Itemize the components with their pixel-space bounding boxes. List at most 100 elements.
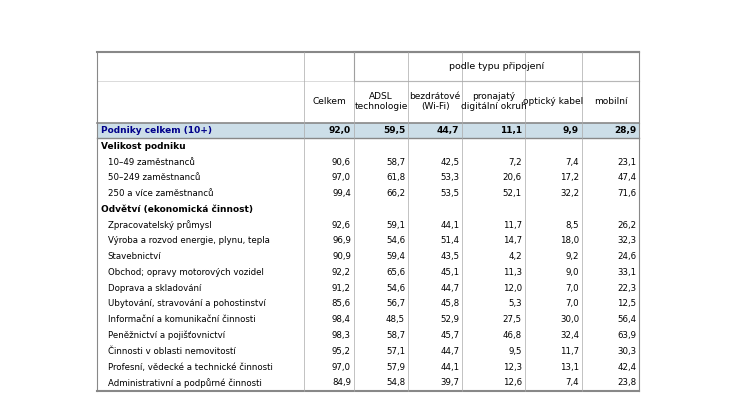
Text: podle typu připojení: podle typu připojení [449, 62, 544, 71]
Text: 92,6: 92,6 [332, 221, 351, 229]
Text: 54,6: 54,6 [386, 284, 405, 293]
Bar [97, 52, 639, 81]
Text: 18,0: 18,0 [560, 236, 579, 245]
Text: 84,9: 84,9 [332, 378, 351, 387]
Text: 13,1: 13,1 [560, 362, 579, 372]
Text: 28,9: 28,9 [614, 126, 636, 135]
Text: Výroba a rozvod energie, plynu, tepla: Výroba a rozvod energie, plynu, tepla [108, 236, 270, 245]
Text: 8,5: 8,5 [566, 221, 579, 229]
Text: 52,1: 52,1 [503, 189, 522, 198]
Text: 92,2: 92,2 [332, 268, 351, 277]
Text: 32,3: 32,3 [617, 236, 636, 245]
Text: 90,6: 90,6 [332, 158, 351, 166]
Text: 48,5: 48,5 [386, 315, 405, 324]
Text: Ubytování, stravování a pohostinství: Ubytování, stravování a pohostinství [108, 299, 265, 308]
Text: mobilní: mobilní [594, 97, 627, 106]
Text: 56,7: 56,7 [386, 299, 405, 308]
Text: 54,8: 54,8 [386, 378, 405, 387]
Text: 9,0: 9,0 [566, 268, 579, 277]
Bar [97, 81, 639, 122]
Bar [97, 201, 639, 217]
Text: 11,1: 11,1 [500, 126, 522, 135]
Text: 57,9: 57,9 [386, 362, 405, 372]
Text: Peněžnictví a pojišťovnictví: Peněžnictví a pojišťovnictví [108, 331, 224, 340]
Bar [97, 52, 639, 122]
Text: 43,5: 43,5 [441, 252, 459, 261]
Text: 46,8: 46,8 [503, 331, 522, 340]
Text: Profesní, vědecké a technické činnosti: Profesní, vědecké a technické činnosti [108, 362, 273, 372]
Bar [97, 186, 639, 201]
Text: 4,2: 4,2 [508, 252, 522, 261]
Text: 22,3: 22,3 [617, 284, 636, 293]
Text: 53,5: 53,5 [441, 189, 459, 198]
Text: 44,7: 44,7 [441, 284, 459, 293]
Text: 23,1: 23,1 [617, 158, 636, 166]
Bar [97, 343, 639, 359]
Text: 7,0: 7,0 [566, 299, 579, 308]
Text: 27,5: 27,5 [503, 315, 522, 324]
Bar [97, 154, 639, 170]
Text: 26,2: 26,2 [617, 221, 636, 229]
Text: 50–249 zaměstnanců: 50–249 zaměstnanců [108, 173, 200, 182]
Text: 99,4: 99,4 [332, 189, 351, 198]
Text: 47,4: 47,4 [617, 173, 636, 182]
Text: 9,9: 9,9 [563, 126, 579, 135]
Text: 23,8: 23,8 [617, 378, 636, 387]
Text: Celkem: Celkem [312, 97, 346, 106]
Bar [97, 328, 639, 343]
Text: 52,9: 52,9 [441, 315, 459, 324]
Text: 58,7: 58,7 [386, 331, 405, 340]
Text: 11,3: 11,3 [503, 268, 522, 277]
Text: Zpracovatelský průmysl: Zpracovatelský průmysl [108, 220, 211, 230]
Text: 44,7: 44,7 [441, 347, 459, 356]
Text: 32,4: 32,4 [560, 331, 579, 340]
Text: 59,4: 59,4 [386, 252, 405, 261]
Text: 7,2: 7,2 [508, 158, 522, 166]
Text: 96,9: 96,9 [332, 236, 351, 245]
Text: 9,2: 9,2 [566, 252, 579, 261]
Text: 53,3: 53,3 [441, 173, 459, 182]
Bar [97, 122, 639, 138]
Bar [97, 280, 639, 296]
Text: 97,0: 97,0 [332, 362, 351, 372]
Bar [97, 138, 639, 154]
Text: 45,8: 45,8 [441, 299, 459, 308]
Text: 33,1: 33,1 [617, 268, 636, 277]
Text: 12,3: 12,3 [503, 362, 522, 372]
Bar [97, 359, 639, 375]
Text: 59,5: 59,5 [383, 126, 405, 135]
Text: Stavebnictví: Stavebnictví [108, 252, 161, 261]
Text: 98,3: 98,3 [332, 331, 351, 340]
Text: Velikost podniku: Velikost podniku [101, 142, 185, 151]
Text: 58,7: 58,7 [386, 158, 405, 166]
Text: 24,6: 24,6 [617, 252, 636, 261]
Text: 11,7: 11,7 [503, 221, 522, 229]
Text: 30,3: 30,3 [617, 347, 636, 356]
Bar [97, 217, 639, 233]
Text: optický kabel: optický kabel [523, 97, 584, 106]
Text: 44,1: 44,1 [441, 362, 459, 372]
Text: 92,0: 92,0 [329, 126, 351, 135]
Bar [97, 296, 639, 312]
Text: 32,2: 32,2 [560, 189, 579, 198]
Text: 10–49 zaměstnanců: 10–49 zaměstnanců [108, 158, 194, 166]
Bar [97, 170, 639, 186]
Text: 63,9: 63,9 [617, 331, 636, 340]
Text: 44,1: 44,1 [441, 221, 459, 229]
Text: 65,6: 65,6 [386, 268, 405, 277]
Text: 17,2: 17,2 [560, 173, 579, 182]
Text: 71,6: 71,6 [617, 189, 636, 198]
Text: 11,7: 11,7 [560, 347, 579, 356]
Text: 42,4: 42,4 [617, 362, 636, 372]
Text: 56,4: 56,4 [617, 315, 636, 324]
Text: 44,7: 44,7 [437, 126, 459, 135]
Text: 98,4: 98,4 [332, 315, 351, 324]
Bar [97, 375, 639, 391]
Text: Informační a komunikační činnosti: Informační a komunikační činnosti [108, 315, 255, 324]
Text: Podniky celkem (10+): Podniky celkem (10+) [101, 126, 212, 135]
Text: 14,7: 14,7 [503, 236, 522, 245]
Text: 95,2: 95,2 [332, 347, 351, 356]
Text: 12,0: 12,0 [503, 284, 522, 293]
Text: 9,5: 9,5 [508, 347, 522, 356]
Text: 7,4: 7,4 [566, 158, 579, 166]
